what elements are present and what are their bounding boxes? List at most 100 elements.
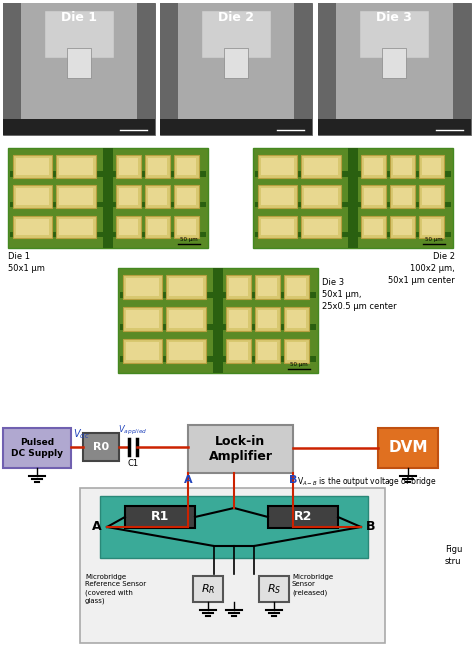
Bar — [422, 158, 441, 174]
Bar — [145, 155, 170, 178]
Bar — [145, 185, 170, 208]
Bar — [116, 155, 141, 178]
Bar — [148, 158, 167, 174]
Bar — [160, 3, 312, 119]
Bar — [201, 10, 271, 58]
Bar — [304, 158, 338, 174]
Bar — [148, 188, 167, 205]
Bar — [223, 356, 316, 361]
Bar — [287, 310, 306, 328]
Bar — [113, 171, 206, 177]
Bar — [116, 185, 141, 208]
Text: V$_{applied}$: V$_{applied}$ — [118, 424, 148, 437]
Text: C1: C1 — [128, 459, 138, 468]
Bar — [258, 185, 298, 208]
Bar — [100, 496, 368, 558]
Bar — [359, 10, 429, 58]
Bar — [393, 158, 412, 174]
Bar — [258, 216, 298, 238]
Bar — [123, 338, 163, 363]
Bar — [213, 268, 223, 373]
Bar — [318, 119, 471, 135]
Text: 50 μm: 50 μm — [180, 237, 198, 242]
Text: Die 2: Die 2 — [218, 11, 254, 24]
Text: R1: R1 — [151, 510, 169, 523]
Bar — [16, 158, 49, 174]
Text: Microbridge
Reference Sensor
(covered with
glass): Microbridge Reference Sensor (covered wi… — [85, 574, 146, 604]
Text: B: B — [289, 475, 297, 485]
Bar — [261, 158, 294, 174]
Bar — [253, 148, 453, 248]
Bar — [120, 356, 213, 361]
Text: B: B — [366, 520, 375, 533]
Bar — [223, 293, 316, 298]
Bar — [364, 188, 383, 205]
Bar — [56, 216, 96, 238]
Text: Figu
stru: Figu stru — [445, 545, 462, 567]
Bar — [119, 188, 138, 205]
Bar — [160, 3, 178, 119]
Bar — [318, 3, 336, 119]
Bar — [419, 155, 444, 178]
Text: Die 3: Die 3 — [376, 11, 412, 24]
Bar — [3, 3, 21, 119]
Text: $R_S$: $R_S$ — [267, 582, 281, 596]
Bar — [226, 307, 251, 331]
Bar — [3, 428, 71, 468]
Bar — [258, 155, 298, 178]
Bar — [390, 185, 415, 208]
Bar — [123, 275, 163, 299]
Bar — [56, 185, 96, 208]
Bar — [393, 218, 412, 236]
Bar — [390, 216, 415, 238]
Bar — [177, 158, 196, 174]
Bar — [226, 275, 251, 299]
Bar — [255, 201, 348, 207]
Bar — [13, 185, 53, 208]
Bar — [422, 218, 441, 236]
Bar — [301, 216, 341, 238]
Bar — [170, 310, 203, 328]
Bar — [229, 278, 248, 296]
Bar — [103, 148, 113, 248]
Bar — [255, 232, 348, 237]
Bar — [3, 3, 155, 119]
Text: $R_R$: $R_R$ — [201, 582, 215, 596]
Bar — [358, 232, 451, 237]
Text: Die 1
50x1 μm: Die 1 50x1 μm — [8, 252, 45, 273]
Bar — [126, 278, 159, 296]
Bar — [166, 307, 206, 331]
Bar — [390, 155, 415, 178]
Bar — [148, 218, 167, 236]
Bar — [13, 216, 53, 238]
Bar — [348, 148, 358, 248]
Text: R0: R0 — [93, 442, 109, 452]
Bar — [174, 155, 199, 178]
Text: V$_{A-B}$ is the output voltage of bridge: V$_{A-B}$ is the output voltage of bridg… — [297, 475, 437, 488]
Bar — [137, 3, 155, 119]
Text: DVM: DVM — [388, 440, 428, 455]
Bar — [10, 171, 103, 177]
Bar — [261, 188, 294, 205]
Bar — [223, 324, 316, 330]
Text: Microbridge
Sensor
(released): Microbridge Sensor (released) — [292, 574, 333, 596]
Text: Pulsed
DC Supply: Pulsed DC Supply — [11, 438, 63, 458]
Bar — [358, 171, 451, 177]
Bar — [177, 218, 196, 236]
Bar — [393, 188, 412, 205]
Bar — [16, 218, 49, 236]
Bar — [8, 148, 208, 248]
Bar — [174, 185, 199, 208]
Bar — [378, 428, 438, 468]
Bar — [361, 216, 386, 238]
Text: 50 μm: 50 μm — [290, 362, 308, 367]
Text: Lock-in
Amplifier: Lock-in Amplifier — [209, 435, 273, 463]
Bar — [284, 338, 309, 363]
Text: A: A — [92, 520, 102, 533]
Bar — [3, 119, 155, 135]
Bar — [268, 506, 338, 528]
Bar — [67, 48, 91, 78]
Bar — [284, 307, 309, 331]
Bar — [80, 488, 385, 643]
Bar — [304, 188, 338, 205]
